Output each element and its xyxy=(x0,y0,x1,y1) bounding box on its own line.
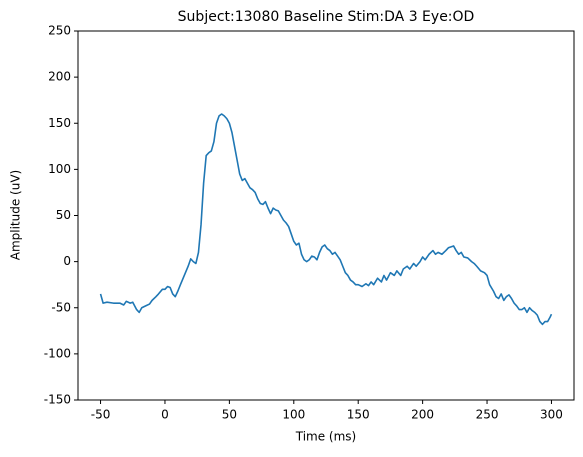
y-tick-label: 150 xyxy=(48,116,71,130)
y-tick-label: 250 xyxy=(48,24,71,38)
x-tick-label: -50 xyxy=(91,408,111,422)
x-axis-label: Time (ms) xyxy=(295,430,357,444)
x-tick-label: 100 xyxy=(282,408,305,422)
y-tick-label: 100 xyxy=(48,162,71,176)
x-tick-label: 250 xyxy=(476,408,499,422)
plot-frame xyxy=(77,30,575,401)
chart-title: Subject:13080 Baseline Stim:DA 3 Eye:OD xyxy=(178,9,475,25)
x-tick-label: 50 xyxy=(222,408,237,422)
y-tick-label: 200 xyxy=(48,70,71,84)
y-tick-label: 0 xyxy=(63,254,71,268)
y-tick-label: -100 xyxy=(44,346,71,360)
x-tick-label: 150 xyxy=(347,408,370,422)
x-tick-label: 200 xyxy=(411,408,434,422)
y-tick-label: 50 xyxy=(56,208,71,222)
y-axis-label: Amplitude (uV) xyxy=(9,170,23,261)
x-tick-label: 300 xyxy=(540,408,563,422)
y-tick-label: -150 xyxy=(44,393,71,407)
y-tick-label: -50 xyxy=(51,300,71,314)
x-tick-label: 0 xyxy=(161,408,169,422)
data-line xyxy=(99,113,553,326)
